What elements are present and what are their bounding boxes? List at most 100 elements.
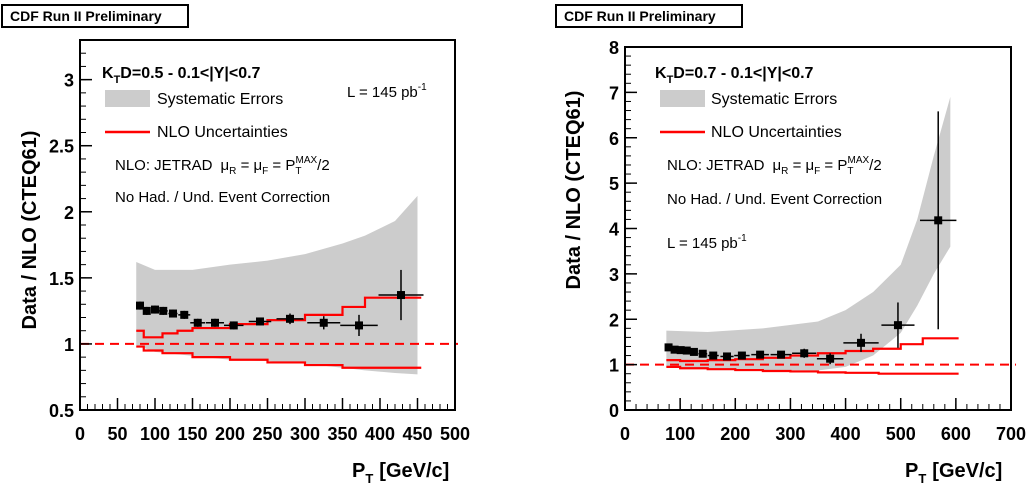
systematic-error-band bbox=[136, 195, 418, 375]
x-axis-label: PT [GeV/c] bbox=[352, 460, 449, 486]
x-tick-label: 400 bbox=[365, 424, 395, 444]
x-tick-label: 400 bbox=[831, 424, 861, 444]
nlo-jetrad-label: NLO: JETRAD μR = μF = PTMAX/2 bbox=[667, 155, 882, 177]
data-point bbox=[777, 350, 786, 359]
x-tick-label: 100 bbox=[665, 424, 695, 444]
data-point bbox=[664, 343, 673, 352]
y-tick-label: 1 bbox=[64, 335, 74, 355]
x-ticks: 0 100 200 300 400 500 600 700 bbox=[620, 398, 1026, 444]
y-tick-label: 1 bbox=[609, 356, 619, 376]
y-ticks: 0 1 2 3 4 5 6 7 8 bbox=[609, 38, 637, 421]
x-tick-label: 250 bbox=[252, 424, 282, 444]
legend-systematic: Systematic Errors bbox=[711, 91, 837, 108]
x-axis-label: PT [GeV/c] bbox=[905, 460, 1002, 486]
data-point bbox=[800, 349, 809, 358]
y-tick-label: 2 bbox=[64, 203, 74, 223]
x-tick-label: 150 bbox=[177, 424, 207, 444]
kt-label: KTD=0.7 - 0.1<|Y|<0.7 bbox=[655, 65, 814, 86]
data-point bbox=[756, 350, 765, 359]
banner-box bbox=[555, 4, 743, 28]
data-point bbox=[397, 291, 405, 300]
data-point bbox=[689, 347, 698, 356]
systematic-band bbox=[666, 96, 951, 371]
y-tick-label: 2.5 bbox=[49, 137, 74, 157]
banner-box bbox=[1, 4, 189, 28]
data-point bbox=[211, 318, 219, 327]
y-tick-label: 0 bbox=[609, 401, 619, 421]
legend-systematic: Systematic Errors bbox=[157, 91, 283, 108]
x-tick-label: 300 bbox=[290, 424, 320, 444]
data-point bbox=[670, 345, 679, 354]
correction-note: No Had. / Und. Event Correction bbox=[667, 191, 882, 208]
data-point bbox=[142, 306, 151, 315]
y-tick-label: 6 bbox=[609, 129, 619, 149]
x-tick-label: 0 bbox=[75, 424, 85, 444]
data-point bbox=[698, 349, 707, 358]
banner-text: CDF Run II Preliminary bbox=[10, 8, 162, 24]
y-tick-label: 4 bbox=[609, 220, 619, 240]
data-point bbox=[151, 305, 159, 314]
x-tick-label: 500 bbox=[440, 424, 470, 444]
y-axis-label: Data / NLO (CTEQ61) bbox=[19, 131, 41, 330]
x-tick-label: 0 bbox=[620, 424, 630, 444]
data-point bbox=[169, 309, 177, 318]
data-point bbox=[857, 338, 866, 347]
x-ticks: 0 50 100 150 200 250 300 350 400 450 500 bbox=[75, 398, 470, 444]
x-tick-label: 50 bbox=[107, 424, 127, 444]
data-point bbox=[256, 317, 264, 326]
y-tick-label: 1.5 bbox=[49, 269, 74, 289]
y-tick-label: 0.5 bbox=[49, 401, 74, 421]
y-tick-label: 5 bbox=[609, 174, 619, 194]
data-point bbox=[682, 346, 691, 355]
y-tick-label: 3 bbox=[609, 265, 619, 285]
data-point bbox=[893, 321, 902, 330]
x-tick-label: 100 bbox=[140, 424, 170, 444]
data-point bbox=[319, 318, 328, 327]
data-point bbox=[737, 351, 746, 360]
x-tick-label: 600 bbox=[941, 424, 971, 444]
x-tick-label: 450 bbox=[402, 424, 432, 444]
y-axis-label: Data / NLO (CTEQ61) bbox=[563, 91, 585, 290]
nlo-lower-line bbox=[136, 345, 422, 369]
data-point bbox=[826, 354, 835, 363]
x-tick-label: 200 bbox=[720, 424, 750, 444]
luminosity-label: L = 145 pb-1 bbox=[347, 82, 427, 101]
data-points bbox=[136, 269, 424, 336]
data-point bbox=[180, 310, 189, 319]
data-points bbox=[664, 111, 957, 365]
y-tick-label: 7 bbox=[609, 83, 619, 103]
right-panel: CDF Run II Preliminary Data / NLO (CTEQ6… bbox=[555, 4, 1026, 486]
legend-nlo: NLO Uncertainties bbox=[157, 124, 288, 141]
kt-label: KTD=0.5 - 0.1<|Y|<0.7 bbox=[102, 65, 261, 86]
data-point bbox=[934, 216, 943, 225]
data-point bbox=[193, 318, 202, 327]
x-tick-label: 500 bbox=[886, 424, 916, 444]
luminosity-label: L = 145 pb-1 bbox=[667, 233, 747, 252]
systematic-error-band bbox=[666, 96, 951, 371]
data-point bbox=[709, 351, 718, 360]
x-tick-label: 700 bbox=[996, 424, 1026, 444]
nlo-jetrad-label: NLO: JETRAD μR = μF = PTMAX/2 bbox=[115, 155, 330, 177]
x-tick-label: 300 bbox=[775, 424, 805, 444]
data-point bbox=[355, 321, 363, 330]
banner-text: CDF Run II Preliminary bbox=[564, 8, 716, 24]
legend-band-swatch bbox=[660, 90, 705, 107]
data-point bbox=[286, 314, 294, 323]
y-tick-label: 2 bbox=[609, 310, 619, 330]
x-tick-label: 200 bbox=[215, 424, 245, 444]
y-tick-label: 3 bbox=[64, 71, 74, 91]
legend-nlo: NLO Uncertainties bbox=[711, 124, 842, 141]
legend-band-swatch bbox=[105, 90, 150, 107]
data-point bbox=[136, 301, 144, 310]
correction-note: No Had. / Und. Event Correction bbox=[115, 189, 330, 206]
data-point bbox=[159, 306, 168, 315]
nlo-lower-line bbox=[666, 365, 959, 375]
systematic-band bbox=[136, 195, 418, 375]
data-point bbox=[229, 321, 238, 330]
y-tick-label: 8 bbox=[609, 38, 619, 58]
left-panel: CDF Run II Preliminary Data / NLO (CTEQ6… bbox=[1, 4, 470, 486]
x-tick-label: 350 bbox=[327, 424, 357, 444]
data-point bbox=[676, 346, 685, 355]
data-point bbox=[723, 352, 732, 361]
